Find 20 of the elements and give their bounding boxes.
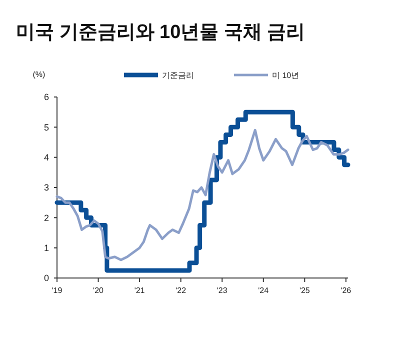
- legend-label: 기준금리: [162, 70, 194, 80]
- x-tick-label: '25: [299, 286, 310, 295]
- x-tick-label: '19: [52, 286, 63, 295]
- x-tick-label: '24: [258, 286, 270, 295]
- line-series: [56, 128, 350, 262]
- legend-label: 미 10년: [272, 70, 300, 80]
- x-tick-label: '23: [216, 286, 228, 295]
- y-tick-label: 2: [44, 212, 49, 223]
- y-tick-label: 3: [44, 182, 49, 193]
- x-tick-label: '21: [134, 286, 146, 295]
- chart-title: 미국 기준금리와 10년물 국채 금리: [16, 22, 306, 43]
- y-tick-label: 5: [44, 122, 49, 132]
- x-tick-label: '22: [176, 286, 187, 295]
- y-axis-title: (%): [32, 70, 46, 79]
- x-tick-label: '20: [93, 286, 104, 295]
- x-tick-label: '26: [340, 286, 352, 295]
- y-tick-label: 0: [44, 273, 49, 284]
- y-tick-label: 6: [44, 92, 49, 102]
- y-tick-label: 4: [44, 152, 49, 162]
- y-tick-label: 1: [44, 242, 49, 253]
